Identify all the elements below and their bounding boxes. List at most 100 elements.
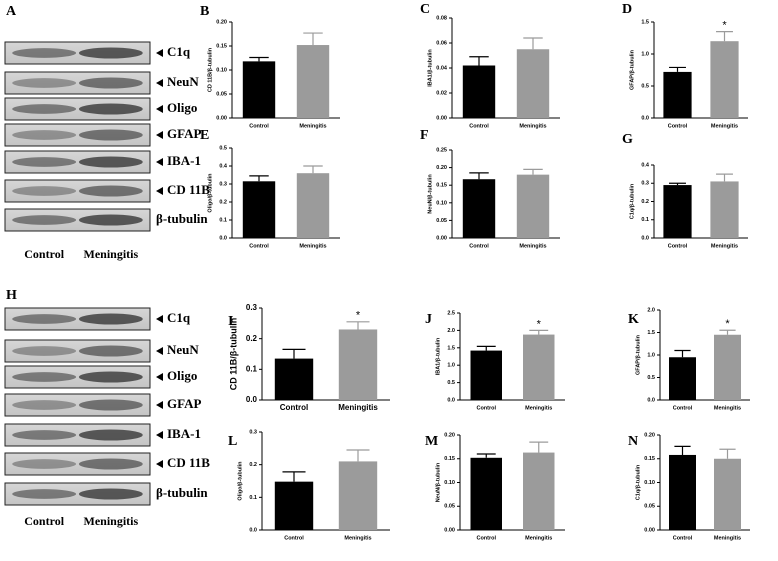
band-label: GFAP	[167, 126, 201, 141]
y-axis-label: C1q/β-tubulin	[629, 183, 635, 219]
band-label: CD 11B	[167, 182, 210, 197]
y-tick-label: 2.0	[647, 307, 655, 313]
panel-letter: N	[628, 434, 638, 449]
y-axis-label: IBA1/β-tubulin	[427, 49, 433, 87]
y-tick-label: 0.15	[444, 456, 455, 462]
band-label: Oligo	[167, 100, 197, 115]
error-bar	[469, 172, 489, 180]
x-tick-label: Meningitis	[338, 403, 378, 412]
blot-band	[78, 185, 143, 197]
band-label: IBA-1	[167, 426, 201, 441]
error-bar	[249, 56, 269, 62]
blot-band	[12, 346, 77, 356]
y-tick-label: 0.1	[249, 495, 257, 501]
bar	[710, 41, 739, 119]
y-tick-label: 0.0	[447, 397, 455, 403]
panel-letter: C	[420, 2, 430, 17]
bar	[710, 181, 739, 238]
blot-band	[12, 78, 77, 88]
lane-label: Control	[24, 514, 64, 528]
bar	[663, 185, 692, 238]
bar	[338, 461, 378, 530]
x-tick-label: Meningitis	[519, 243, 546, 249]
panel-letter: I	[228, 314, 233, 329]
y-tick-label: 0.05	[216, 91, 227, 97]
y-tick-label: 1.5	[647, 330, 655, 336]
significance: *	[725, 318, 730, 330]
x-tick-label: Meningitis	[711, 243, 738, 249]
bar	[242, 61, 276, 118]
lane-label: Meningitis	[84, 514, 139, 528]
y-tick-label: 0.0	[246, 395, 258, 404]
y-axis-label: NeuN/β-tubulin	[435, 462, 441, 502]
y-tick-label: 0.1	[246, 364, 258, 373]
blot-band	[78, 214, 143, 226]
panel-letter: L	[228, 434, 237, 449]
panel-letter: G	[622, 132, 633, 147]
error-bar	[523, 37, 543, 50]
blot-strip	[4, 365, 151, 389]
x-tick-label: Control	[673, 405, 693, 411]
x-tick-label: Control	[673, 535, 693, 541]
y-tick-label: 0.05	[436, 218, 447, 224]
y-tick-label: 0.5	[219, 145, 227, 151]
blot-band	[78, 77, 143, 89]
y-tick-label: 0.20	[644, 432, 655, 438]
x-tick-label: Meningitis	[714, 535, 741, 541]
y-tick-label: 0.0	[219, 235, 227, 241]
y-tick-label: 0.04	[436, 65, 448, 71]
blot-strip	[4, 482, 151, 506]
y-tick-label: 1.0	[647, 352, 655, 358]
y-axis-label: NeuN/β-tubulin	[427, 174, 433, 214]
blot-band	[78, 156, 143, 168]
x-tick-label: Meningitis	[714, 405, 741, 411]
x-tick-label: Meningitis	[299, 243, 326, 249]
blot-strip	[4, 97, 151, 121]
arrow	[156, 373, 163, 381]
lane-label: Control	[24, 247, 64, 261]
blot-band	[78, 129, 143, 141]
y-tick-label: 0.20	[436, 165, 447, 171]
band-label: GFAP	[167, 396, 201, 411]
error-bar	[346, 449, 370, 462]
error-bar	[303, 165, 323, 174]
blot-band	[12, 157, 77, 167]
blot-band	[78, 458, 143, 470]
x-tick-label: Meningitis	[711, 123, 738, 129]
bar	[462, 179, 496, 238]
y-axis-label: Oligo/β-tubulin	[237, 461, 243, 501]
y-tick-label: 0.20	[444, 432, 455, 438]
y-tick-label: 0.02	[436, 90, 447, 96]
blot-band	[12, 372, 77, 382]
bar	[470, 350, 502, 400]
x-tick-label: Control	[469, 123, 489, 129]
y-tick-label: 0.00	[436, 115, 447, 121]
panel-letter: F	[420, 128, 429, 143]
bar	[338, 329, 378, 400]
y-axis-label: GFAP/β-tubulin	[635, 334, 641, 375]
blot-band	[12, 430, 77, 440]
y-tick-label: 0.2	[219, 199, 227, 205]
y-tick-label: 0.1	[219, 217, 227, 223]
blot-strip	[4, 208, 151, 232]
y-tick-label: 0.5	[647, 375, 655, 381]
blot-band	[78, 399, 143, 411]
blot-band	[12, 489, 77, 499]
blot-band	[12, 186, 77, 196]
error-bar	[719, 329, 736, 335]
y-tick-label: 0.2	[249, 462, 257, 468]
y-tick-label: 0.0	[249, 527, 257, 533]
blot-band	[78, 103, 143, 115]
y-tick-label: 0.3	[641, 181, 649, 187]
x-tick-label: Meningitis	[519, 123, 546, 129]
blot-band	[12, 400, 77, 410]
error-bar	[282, 348, 306, 359]
blot-band	[78, 429, 143, 441]
y-tick-label: 0.00	[444, 527, 455, 533]
y-tick-label: 0.15	[644, 456, 655, 462]
y-tick-label: 0.10	[216, 67, 227, 73]
blot-strip	[4, 339, 151, 363]
arrow	[156, 187, 163, 195]
y-tick-label: 1.0	[447, 363, 455, 369]
bar	[470, 457, 502, 530]
